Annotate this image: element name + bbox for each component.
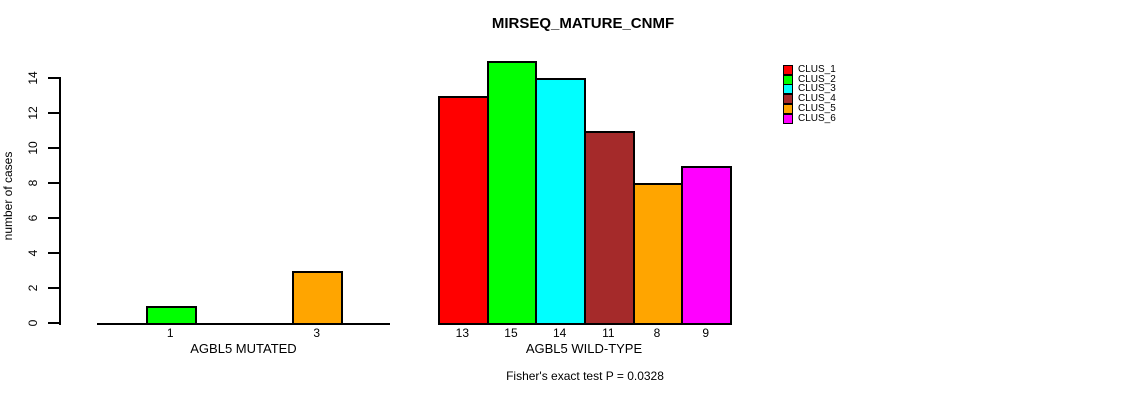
bar-clus_5 xyxy=(632,183,684,325)
legend-label: CLUS_4 xyxy=(798,93,836,105)
legend-swatch-clus_5 xyxy=(783,103,793,114)
legend-label: CLUS_2 xyxy=(798,73,836,85)
bar-value-label: 14 xyxy=(552,326,567,340)
bar-clus_3 xyxy=(535,78,586,325)
y-tick-label: 6 xyxy=(26,214,40,222)
bar-value-label: 3 xyxy=(313,326,321,340)
y-tick xyxy=(48,322,59,324)
y-tick xyxy=(48,182,59,184)
y-tick-label: 14 xyxy=(26,71,40,85)
y-tick-label: 2 xyxy=(26,284,40,292)
y-tick xyxy=(48,287,59,289)
bar-clus_2 xyxy=(145,305,197,325)
y-tick xyxy=(48,217,59,219)
x-axis-line xyxy=(97,323,390,325)
bar-value-label: 1 xyxy=(166,326,174,340)
legend-label: CLUS_1 xyxy=(798,64,836,75)
y-tick-label: 8 xyxy=(26,179,40,187)
bar-clus_2 xyxy=(486,60,538,325)
y-tick-label: 10 xyxy=(26,141,40,155)
legend-swatch-clus_3 xyxy=(783,84,793,95)
y-axis-label: number of cases xyxy=(1,151,15,241)
bar-clus_1 xyxy=(438,95,489,325)
x-axis-title: AGBL5 MUTATED xyxy=(190,341,297,356)
legend-swatch-clus_4 xyxy=(783,94,793,105)
y-tick-label: 0 xyxy=(26,319,40,327)
bar-clus_4 xyxy=(584,130,635,325)
bar-value-label: 9 xyxy=(702,326,710,340)
legend-swatch-clus_2 xyxy=(783,74,793,85)
y-axis-line xyxy=(59,77,61,325)
chart-title: MIRSEQ_MATURE_CNMF xyxy=(491,15,675,32)
y-tick xyxy=(48,252,59,254)
x-axis-title: AGBL5 WILD-TYPE xyxy=(525,341,643,356)
bar-value-label: 13 xyxy=(455,326,469,340)
y-tick-label: 4 xyxy=(26,249,40,257)
bar-value-label: 11 xyxy=(602,326,615,340)
legend-label: CLUS_6 xyxy=(798,112,836,124)
legend-label: CLUS_3 xyxy=(798,83,836,95)
fisher-test-annotation: Fisher's exact test P = 0.0328 xyxy=(506,369,664,383)
bar-value-label: 8 xyxy=(653,326,661,340)
bar-clus_5 xyxy=(292,270,344,325)
legend-swatch-clus_6 xyxy=(783,113,793,124)
y-tick xyxy=(48,147,59,149)
legend-swatch-clus_1 xyxy=(783,65,793,75)
legend-label: CLUS_5 xyxy=(798,102,836,114)
y-tick-label: 12 xyxy=(26,106,40,120)
y-tick xyxy=(48,77,59,79)
y-tick xyxy=(48,112,59,114)
bar-clus_6 xyxy=(681,165,732,325)
bar-value-label: 15 xyxy=(504,326,518,340)
